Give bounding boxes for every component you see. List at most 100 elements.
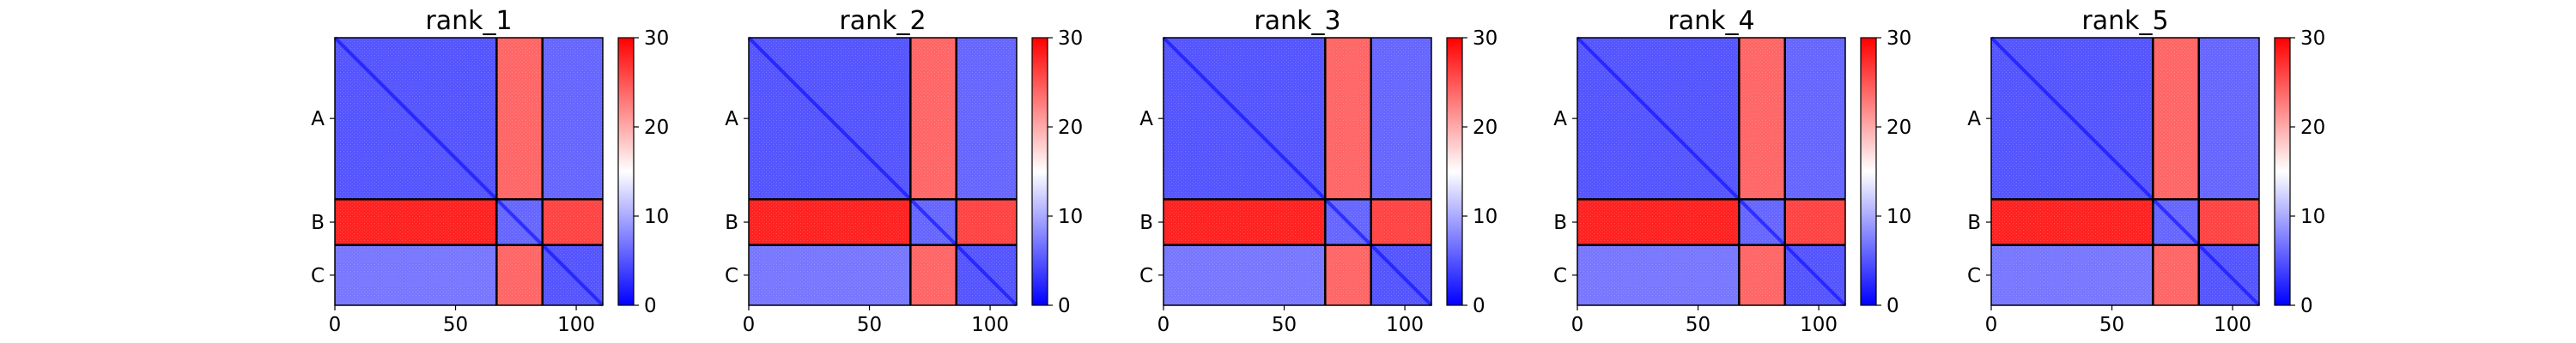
x-tick-label: 50 bbox=[443, 314, 468, 336]
colorbar-tick-label: 20 bbox=[2300, 117, 2325, 139]
x-tick-label: 50 bbox=[1272, 314, 1297, 336]
chain-label: C bbox=[1139, 265, 1153, 287]
heatmap-block-texture bbox=[910, 38, 957, 200]
chain-label: B bbox=[311, 212, 325, 234]
heatmap-block-texture bbox=[2153, 38, 2199, 200]
heatmap-diagonal bbox=[1162, 36, 1433, 307]
heatmap-frame bbox=[1163, 37, 1432, 306]
heatmap-block-texture bbox=[749, 244, 911, 305]
colorbar-tick-label: 20 bbox=[644, 117, 669, 139]
colorbar-tick-label: 20 bbox=[1473, 117, 1498, 139]
chain-label: A bbox=[1139, 108, 1153, 130]
colorbar-tick-label: 10 bbox=[1058, 206, 1083, 228]
heatmap-block-texture bbox=[1325, 244, 1371, 305]
colorbar-tick-label: 30 bbox=[1473, 27, 1498, 50]
x-tick-label: 100 bbox=[2214, 314, 2251, 336]
chain-label: A bbox=[1553, 108, 1567, 130]
colorbar-tick-label: 10 bbox=[644, 206, 669, 228]
colorbar-tick-label: 30 bbox=[2300, 27, 2325, 50]
colorbar-tick-label: 30 bbox=[1886, 27, 1911, 50]
colorbar bbox=[617, 37, 635, 306]
x-tick-label: 0 bbox=[329, 314, 342, 336]
colorbar-tick-label: 0 bbox=[644, 295, 657, 317]
heatmap-frame bbox=[748, 37, 1018, 306]
heatmap-block-texture bbox=[542, 38, 603, 200]
x-tick-label: 100 bbox=[1386, 314, 1424, 336]
heatmap-block-texture bbox=[1325, 38, 1371, 200]
colorbar-tick-label: 10 bbox=[2300, 206, 2325, 228]
heatmap-diagonal bbox=[747, 36, 1018, 307]
heatmap-block-texture bbox=[1784, 38, 1845, 200]
x-tick-label: 100 bbox=[971, 314, 1009, 336]
colorbar-tick-label: 0 bbox=[2300, 295, 2313, 317]
colorbar bbox=[2274, 37, 2291, 306]
chain-label: C bbox=[1553, 265, 1567, 287]
heatmap-block-texture bbox=[335, 244, 497, 305]
heatmap-block-texture bbox=[749, 199, 911, 245]
chain-label: A bbox=[311, 108, 325, 130]
heatmap-diagonal bbox=[1990, 36, 2261, 307]
chain-label: C bbox=[725, 265, 738, 287]
heatmap-block-texture bbox=[1784, 199, 1845, 245]
heatmap-panel: rank_4 A B C 0 50 100 0 10 20 30 bbox=[1553, 6, 1911, 336]
x-tick-label: 100 bbox=[1800, 314, 1838, 336]
heatmap-block-texture bbox=[1991, 199, 2154, 245]
heatmap-frame bbox=[334, 37, 604, 306]
colorbar-tick-label: 0 bbox=[1886, 295, 1899, 317]
heatmap-panel: rank_1 A B C 0 50 100 0 10 20 30 bbox=[311, 6, 669, 336]
heatmap-block-texture bbox=[1991, 244, 2154, 305]
x-tick-label: 50 bbox=[857, 314, 882, 336]
colorbar-tick-label: 0 bbox=[1473, 295, 1485, 317]
chain-label: C bbox=[311, 265, 325, 287]
heatmap-diagonal bbox=[1576, 36, 1847, 307]
colorbar-tick-label: 20 bbox=[1058, 117, 1083, 139]
colorbar bbox=[1860, 37, 1877, 306]
heatmap-panel: rank_3 A B C 0 50 100 0 10 20 30 bbox=[1139, 6, 1498, 336]
heatmap-block-texture bbox=[2198, 199, 2259, 245]
panel-title: rank_3 bbox=[1254, 6, 1340, 36]
heatmap-block-texture bbox=[1163, 244, 1326, 305]
x-tick-label: 0 bbox=[1157, 314, 1170, 336]
x-tick-label: 50 bbox=[1686, 314, 1710, 336]
colorbar-tick-label: 20 bbox=[1886, 117, 1911, 139]
colorbar-tick-label: 10 bbox=[1473, 206, 1498, 228]
heatmap-block-texture bbox=[496, 38, 543, 200]
heatmap-block-texture bbox=[496, 244, 543, 305]
heatmap-block-texture bbox=[956, 38, 1017, 200]
x-tick-label: 100 bbox=[557, 314, 595, 336]
colorbar-tick-label: 10 bbox=[1886, 206, 1911, 228]
heatmap-block-texture bbox=[2198, 38, 2259, 200]
heatmap-panel: rank_5 A B C 0 50 100 0 10 20 30 bbox=[1967, 6, 2325, 336]
chain-label: B bbox=[725, 212, 738, 234]
heatmap-block-texture bbox=[1163, 199, 1326, 245]
heatmap-frame bbox=[1577, 37, 1846, 306]
colorbar bbox=[1031, 37, 1048, 306]
chain-label: A bbox=[1967, 108, 1981, 130]
colorbar-tick-label: 30 bbox=[1058, 27, 1083, 50]
heatmap-block-texture bbox=[956, 199, 1017, 245]
colorbar-tick-label: 0 bbox=[1058, 295, 1071, 317]
x-tick-label: 50 bbox=[2099, 314, 2124, 336]
heatmap-block-texture bbox=[1577, 199, 1740, 245]
chain-label: B bbox=[1139, 212, 1153, 234]
chain-label: A bbox=[725, 108, 738, 130]
heatmap-panel: rank_2 A B C 0 50 100 0 10 20 30 bbox=[725, 6, 1083, 336]
panel-title: rank_5 bbox=[2081, 6, 2168, 36]
colorbar-tick-label: 30 bbox=[644, 27, 669, 50]
colorbar bbox=[1446, 37, 1463, 306]
heatmap-frame bbox=[1990, 37, 2260, 306]
chain-label: C bbox=[1967, 265, 1981, 287]
heatmap-block-texture bbox=[1739, 38, 1785, 200]
x-tick-label: 0 bbox=[1571, 314, 1584, 336]
heatmap-block-texture bbox=[335, 199, 497, 245]
heatmap-diagonal bbox=[333, 36, 605, 307]
chain-label: B bbox=[1553, 212, 1567, 234]
panel-title: rank_4 bbox=[1668, 6, 1754, 36]
heatmap-block-texture bbox=[1370, 38, 1431, 200]
heatmap-block-texture bbox=[1577, 244, 1740, 305]
panel-title: rank_1 bbox=[425, 6, 512, 36]
heatmap-block-texture bbox=[2153, 244, 2199, 305]
x-tick-label: 0 bbox=[1985, 314, 1998, 336]
heatmap-block-texture bbox=[910, 244, 957, 305]
